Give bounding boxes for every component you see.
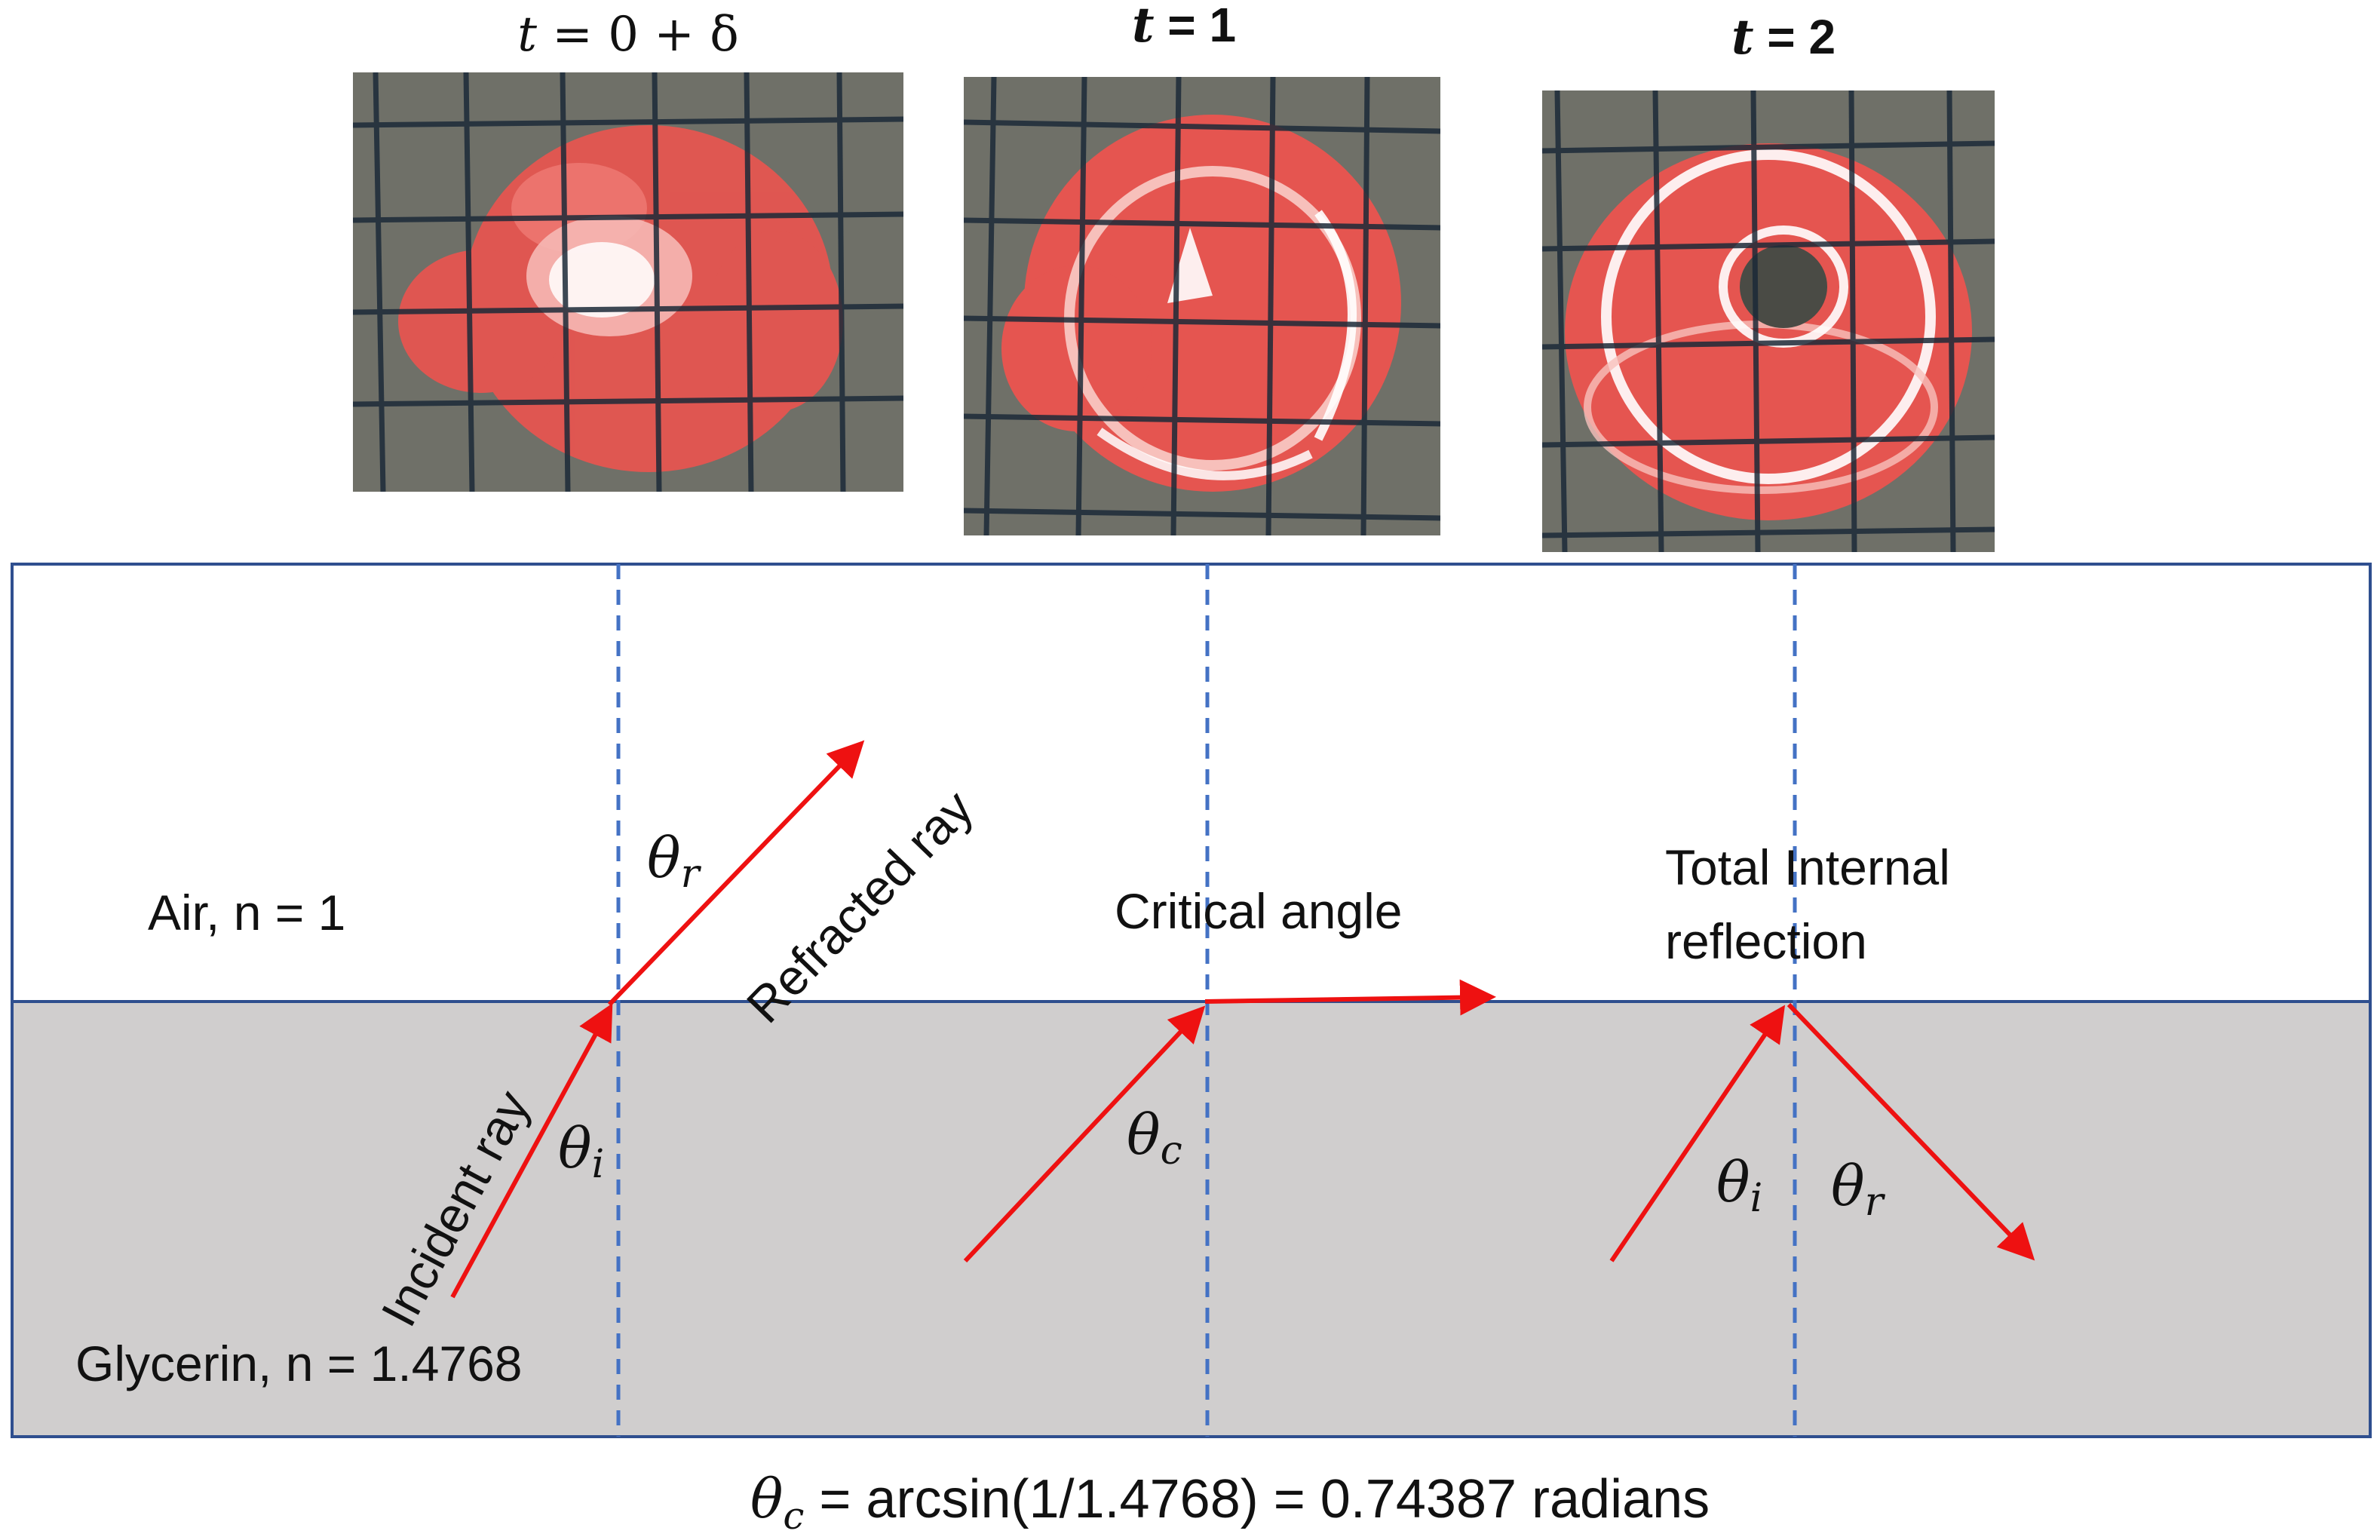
photo-label-t1: t = 1 bbox=[1131, 0, 1237, 54]
glycerin-label: Glycerin, n = 1.4768 bbox=[75, 1336, 523, 1391]
air-label: Air, n = 1 bbox=[148, 885, 346, 940]
theta-r-label-1: θr bbox=[647, 826, 700, 897]
tir-label-line1: Total Internal bbox=[1665, 839, 1950, 895]
incident-ray-2 bbox=[963, 1005, 1206, 1263]
photo-label-t2: t = 2 bbox=[1731, 9, 1836, 66]
theta-i-label-2: θi bbox=[1716, 1150, 1763, 1221]
theta-r-label-2: θr bbox=[1831, 1154, 1884, 1225]
glycerin-region bbox=[12, 1002, 2370, 1437]
photo-t2 bbox=[1542, 90, 1995, 552]
laser-spot-ring-image bbox=[1542, 90, 1995, 552]
photo-t0 bbox=[353, 72, 903, 492]
laser-spot-solid-image bbox=[353, 72, 903, 492]
critical-angle-formula: θc = arcsin(1/1.4768) = 0.74387 radians bbox=[750, 1467, 1710, 1538]
grazing-ray bbox=[1204, 979, 1496, 1016]
photo-t1 bbox=[964, 77, 1440, 535]
theta-i-label-1: θi bbox=[558, 1116, 605, 1187]
refracted-ray bbox=[607, 740, 865, 1007]
reflected-ray bbox=[1787, 1002, 2035, 1261]
laser-spot-partial-ring-image bbox=[964, 77, 1440, 535]
incident-ray-1 bbox=[450, 1003, 613, 1299]
photo-label-t0: t = 0 + δ bbox=[517, 7, 739, 63]
tir-label-line2: reflection bbox=[1665, 913, 1867, 969]
incident-ray-3 bbox=[1609, 1005, 1786, 1262]
critical-angle-label: Critical angle bbox=[1115, 883, 1403, 939]
theta-c-label: θc bbox=[1127, 1103, 1182, 1173]
